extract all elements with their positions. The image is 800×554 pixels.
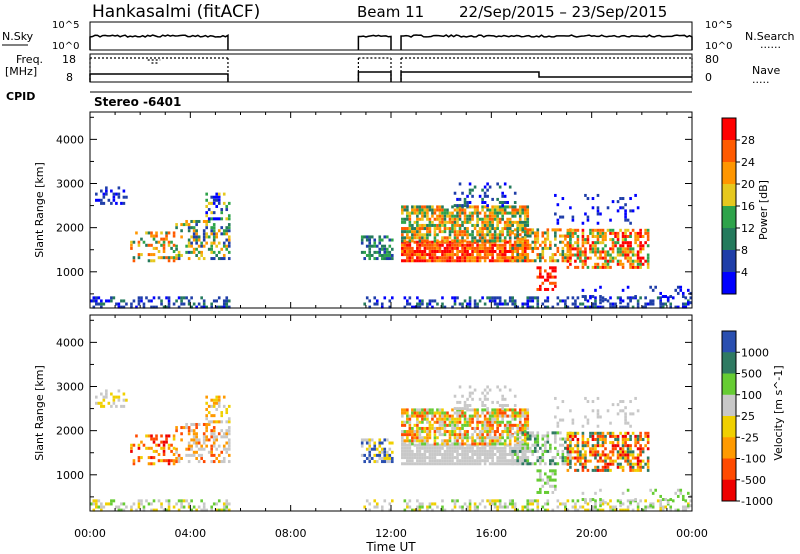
noise-panel: N.Sky 10^5 10^0 10^5 10^0 N.Search .....… xyxy=(2,20,795,52)
noise-tick-right-bottom: 10^0 xyxy=(705,41,732,52)
noise-tick-left-top: 10^5 xyxy=(52,20,79,31)
x-tick-label: 00:00 xyxy=(676,527,708,540)
velocity-panel: 4000 3000 2000 1000 Slant Range [km] xyxy=(33,314,693,512)
nave-dots: ..... xyxy=(752,73,769,86)
x-tick-label: 20:00 xyxy=(576,527,608,540)
x-axis-label: Time UT xyxy=(365,540,416,554)
power-colorbar-label: Power [dB] xyxy=(757,180,770,240)
x-tick-label: 04:00 xyxy=(174,527,206,540)
colorbar-tick-label: -25 xyxy=(741,431,759,444)
noise-tick-right-top: 10^5 xyxy=(705,20,732,31)
colorbar-tick-label: 8 xyxy=(741,244,748,257)
colorbar-tick-label: 12 xyxy=(741,222,755,235)
freq-tick-18: 18 xyxy=(62,53,76,66)
power-colorbar: 28 24 20 16 12 8 4 xyxy=(721,117,755,295)
beam-label: Beam 11 xyxy=(357,3,424,21)
power-panel: 4000 3000 2000 1000 Slant Range [km] xyxy=(33,111,693,309)
power-data-cells xyxy=(90,182,693,309)
nsky-label: N.Sky xyxy=(2,30,34,43)
y-tick-label: 4000 xyxy=(56,133,84,146)
power-ylabel: Slant Range [km] xyxy=(33,162,46,258)
colorbar-tick-label: 100 xyxy=(741,389,762,402)
x-tick-label: 12:00 xyxy=(375,527,407,540)
velocity-ylabel: Slant Range [km] xyxy=(33,365,46,461)
velocity-colorbar-label: Velocity [m s^-1] xyxy=(772,365,785,460)
freq-label-2: [MHz] xyxy=(5,65,37,78)
colorbar-tick-label: 1000 xyxy=(741,346,769,359)
colorbar-tick-label: 24 xyxy=(741,156,755,169)
cpid-label: CPID xyxy=(6,90,35,103)
nave-tick-0: 0 xyxy=(705,71,712,84)
nsearch-label: N.Search xyxy=(745,30,795,43)
y-tick-label: 1000 xyxy=(56,266,84,279)
freq-label-1: Freq. xyxy=(16,53,43,66)
colorbar-tick-label: -1000 xyxy=(741,495,773,508)
noise-tick-left-bottom: 10^0 xyxy=(52,41,79,52)
x-tick-label: 08:00 xyxy=(275,527,307,540)
nsearch-dots: ...... xyxy=(760,38,781,51)
colorbar-tick-label: -500 xyxy=(741,474,766,487)
date-range: 22/Sep/2015 – 23/Sep/2015 xyxy=(459,3,667,21)
colorbar-tick-label: -100 xyxy=(741,453,766,466)
colorbar-tick-label: 25 xyxy=(741,410,755,423)
nave-label: Nave xyxy=(752,64,780,77)
y-tick-label: 3000 xyxy=(56,178,84,191)
x-tick-label: 00:00 xyxy=(74,527,106,540)
velocity-colorbar: 1000 500 100 25 -25 -100 -500 -1000 xyxy=(721,330,773,508)
velocity-data-cells xyxy=(90,385,693,512)
y-tick-label: 2000 xyxy=(56,222,84,235)
colorbar-tick-label: 500 xyxy=(741,368,762,381)
colorbar-tick-label: 16 xyxy=(741,200,755,213)
freq-tick-8: 8 xyxy=(66,71,73,84)
colorbar-tick-label: 20 xyxy=(741,178,755,191)
y-tick-label: 3000 xyxy=(56,381,84,394)
y-tick-label: 2000 xyxy=(56,425,84,438)
freq-panel: Freq. [MHz] 18 8 80 0 Nave ..... xyxy=(5,53,780,86)
y-tick-label: 1000 xyxy=(56,469,84,482)
y-tick-label: 4000 xyxy=(56,336,84,349)
colorbar-tick-label: 28 xyxy=(741,134,755,147)
nave-tick-80: 80 xyxy=(705,53,719,66)
cpid-value: Stereo -6401 xyxy=(94,95,181,109)
colorbar-tick-label: 4 xyxy=(741,266,748,279)
station-title: Hankasalmi (fitACF) xyxy=(92,2,260,22)
x-tick-label: 16:00 xyxy=(475,527,507,540)
